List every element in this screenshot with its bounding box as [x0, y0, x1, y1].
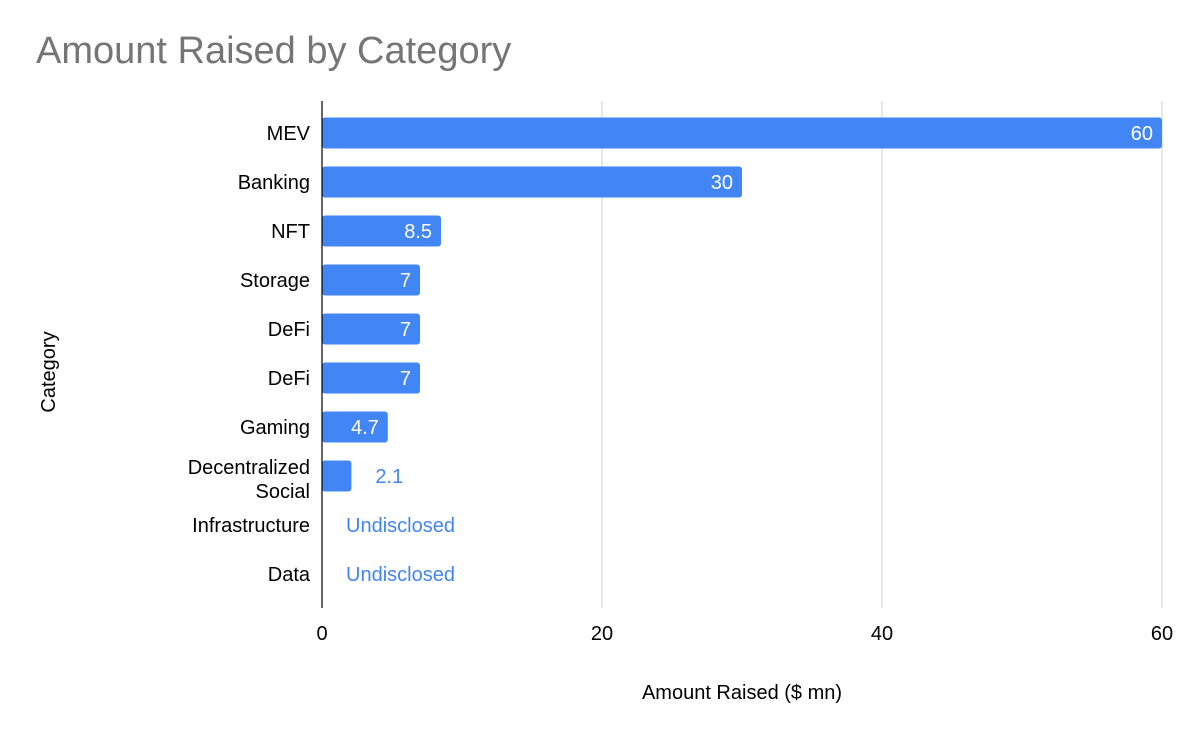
x-tick-label: 40 — [871, 623, 893, 645]
category-label: Infrastructure — [192, 515, 310, 537]
x-tick-label: 0 — [316, 623, 327, 645]
category-label: Social — [256, 481, 310, 503]
data-label: 4.7 — [351, 417, 379, 439]
bar — [322, 460, 352, 492]
bar — [322, 264, 420, 296]
category-label: DeFi — [268, 368, 310, 390]
category-label: NFT — [271, 221, 310, 243]
bar — [322, 166, 742, 198]
data-label: 8.5 — [404, 221, 432, 243]
data-label: Undisclosed — [346, 515, 455, 537]
category-label: Banking — [238, 172, 310, 194]
chart-title: Amount Raised by Category — [36, 30, 512, 72]
category-label: Gaming — [240, 417, 310, 439]
data-label: Undisclosed — [346, 564, 455, 586]
data-label: 2.1 — [375, 466, 403, 488]
bar — [322, 215, 441, 247]
bar — [322, 362, 420, 394]
data-label: 7 — [400, 368, 411, 390]
y-axis-title: Category — [38, 331, 60, 412]
category-label: Data — [268, 564, 311, 586]
bar — [322, 313, 420, 345]
data-label: 60 — [1131, 123, 1153, 145]
bar — [322, 117, 1162, 149]
data-label: 7 — [400, 319, 411, 341]
category-label: Storage — [240, 270, 310, 292]
data-label: 30 — [711, 172, 733, 194]
category-label: MEV — [267, 123, 311, 145]
x-tick-label: 60 — [1151, 623, 1173, 645]
category-label: Decentralized — [188, 457, 310, 479]
bar — [322, 411, 388, 443]
x-tick-label: 20 — [591, 623, 613, 645]
x-axis-title: Amount Raised ($ mn) — [642, 682, 842, 704]
category-label: DeFi — [268, 319, 310, 341]
data-label: 7 — [400, 270, 411, 292]
